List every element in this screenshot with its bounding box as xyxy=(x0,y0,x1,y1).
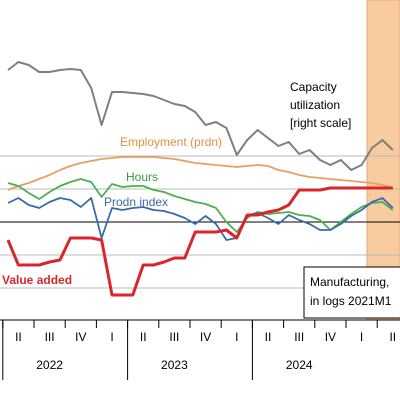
x-tick-label: IV xyxy=(75,330,86,344)
annotation: Capacity xyxy=(290,80,337,94)
x-tick-label: III xyxy=(294,330,304,344)
x-tick-label: II xyxy=(265,330,272,344)
year-label: 2023 xyxy=(161,358,188,372)
annotation: [right scale] xyxy=(290,116,351,130)
annotation: utilization xyxy=(290,98,340,112)
x-tick-label: II xyxy=(15,330,22,344)
x-tick-label: III xyxy=(169,330,179,344)
x-tick-label: I xyxy=(235,330,238,344)
annotation: in logs 2021M1 xyxy=(310,294,392,308)
annotation: Employment (prdn) xyxy=(120,135,222,149)
year-label: 2024 xyxy=(286,358,313,372)
note-box xyxy=(303,266,400,319)
x-tick-label: II xyxy=(140,330,147,344)
year-label: 2022 xyxy=(36,358,63,372)
x-tick-label: I xyxy=(110,330,113,344)
series-line xyxy=(7,197,394,241)
annotation: Manufacturing, xyxy=(310,275,389,289)
x-tick-label: IV xyxy=(325,330,336,344)
x-tick-label: IV xyxy=(200,330,211,344)
x-tick-label: II xyxy=(389,330,396,344)
series-line xyxy=(7,61,394,171)
series-line xyxy=(6,186,393,297)
annotation: Prodn index xyxy=(104,195,168,209)
x-tick-label: I xyxy=(360,330,363,344)
annotation: Value added xyxy=(2,273,72,287)
x-tick-label: III xyxy=(45,330,55,344)
series-line xyxy=(7,178,394,233)
annotation: Hours xyxy=(126,170,158,184)
series-line xyxy=(7,156,394,191)
